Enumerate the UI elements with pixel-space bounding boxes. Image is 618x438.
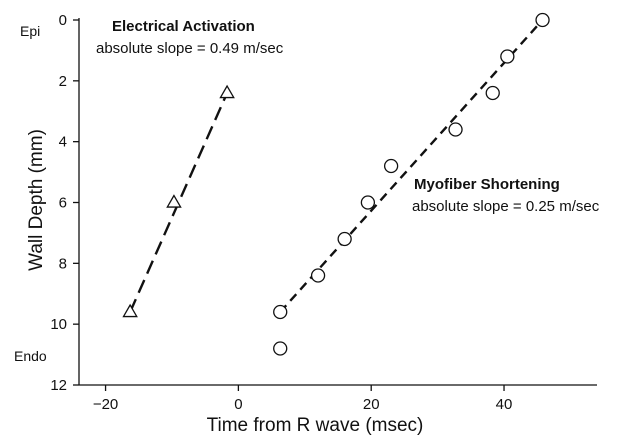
y-tick-label: 6: [59, 195, 67, 212]
circle-point: [273, 341, 288, 356]
x-axis-label: Time from R wave (msec): [207, 415, 424, 436]
x-tick-label: 0: [234, 396, 242, 413]
circle-point: [500, 49, 515, 64]
electrical-activation-title: Electrical Activation: [112, 18, 255, 35]
electrical-activation-slope: absolute slope = 0.49 m/sec: [96, 40, 284, 57]
y-tick-label: 4: [59, 134, 67, 151]
y-tick-label: 0: [59, 12, 67, 29]
endo-label: Endo: [14, 348, 47, 364]
circle-point: [360, 195, 376, 210]
triangle-point: [122, 303, 138, 318]
myofiber-shortening-title: Myofiber Shortening: [414, 176, 560, 193]
circle-point: [310, 268, 326, 283]
circle-point: [383, 158, 399, 174]
x-tick-label: −20: [93, 396, 118, 413]
y-tick-label: 10: [50, 316, 67, 333]
y-tick-label: 8: [59, 255, 67, 272]
y-axis-label: Wall Depth (mm): [26, 129, 47, 271]
fit-lines: [129, 19, 544, 313]
electrical-activation-fit-line: [129, 92, 229, 313]
x-tick-label: 40: [496, 396, 513, 413]
y-tick-label: 2: [59, 73, 67, 90]
circle-point: [535, 12, 550, 28]
circle-point: [485, 85, 500, 101]
triangle-point: [219, 84, 235, 99]
y-tick-label: 12: [50, 377, 67, 394]
triangle-point: [166, 194, 182, 208]
circle-point: [448, 122, 463, 137]
epi-label: Epi: [20, 23, 40, 39]
data-points: [122, 12, 550, 356]
myofiber-shortening-slope: absolute slope = 0.25 m/sec: [412, 198, 600, 215]
axes: 0 2 4 6 8 10 12 −20 0 20 40: [50, 12, 597, 413]
x-tick-label: 20: [363, 396, 380, 413]
myofiber-shortening-fit-line: [279, 19, 544, 313]
circle-point: [273, 304, 288, 320]
circle-point: [337, 231, 352, 247]
